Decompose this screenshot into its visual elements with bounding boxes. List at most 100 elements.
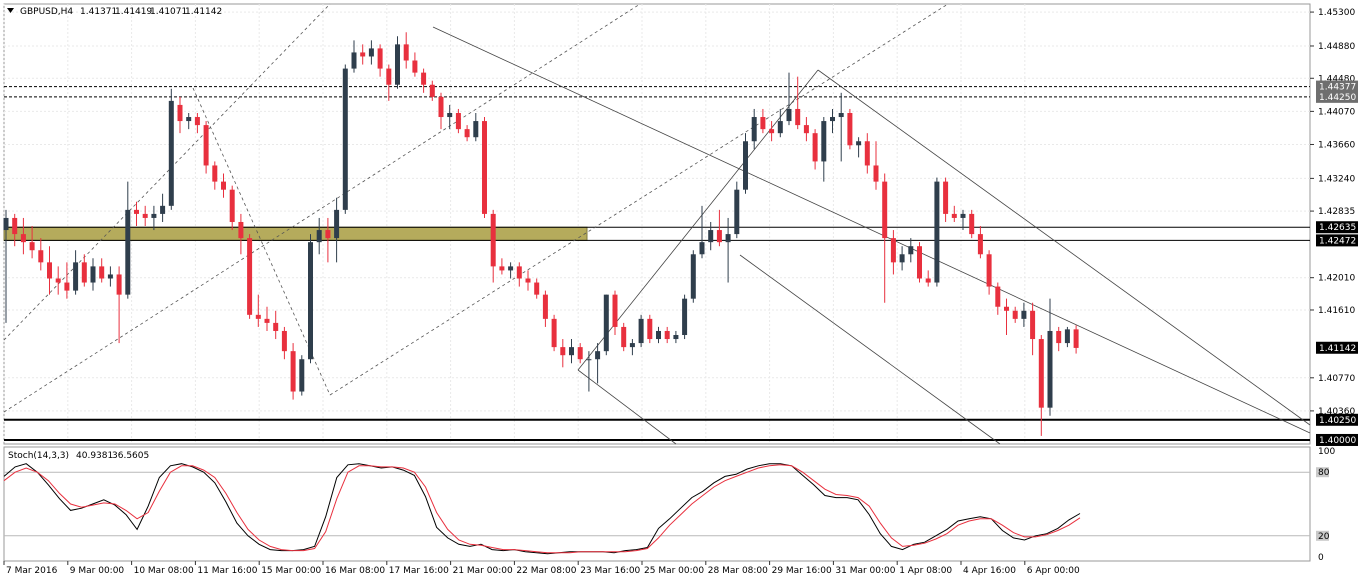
time-tick-label: 4 Apr 16:00: [963, 566, 1016, 576]
candle-body: [595, 351, 601, 360]
candle: [638, 314, 644, 348]
candle: [1056, 326, 1062, 352]
candle: [1047, 298, 1053, 416]
candle: [264, 306, 270, 331]
price-tag-bg: [1316, 234, 1358, 247]
candle: [255, 294, 261, 327]
price-tag: 1.42472: [1316, 234, 1358, 247]
candle: [186, 112, 192, 130]
candle-body: [838, 112, 844, 118]
candle-body: [273, 322, 279, 331]
candle-body: [20, 234, 26, 243]
candle: [882, 173, 888, 303]
time-axis: 7 Mar 2016 9 Mar 00:00 10 Mar 08:00 11 Mar …: [3, 561, 1080, 576]
candle: [151, 205, 157, 231]
price-tick-label: 1.40770: [1318, 374, 1355, 384]
time-tick-label: 17 Mar 16:00: [389, 566, 449, 576]
candle-body: [368, 48, 374, 57]
candle-body: [960, 213, 966, 218]
candle: [812, 129, 818, 170]
candle-body: [421, 72, 427, 85]
candle-body: [777, 121, 783, 134]
candle: [342, 64, 348, 214]
candle: [769, 121, 775, 142]
candle-body: [1012, 310, 1018, 319]
stoch-plot-frame: [3, 446, 1311, 562]
main-panel[interactable]: 1.45300 1.44880 1.44480 1.44070 1.43660 1.432…: [3, 3, 1358, 446]
candle: [229, 185, 235, 231]
candle: [1064, 326, 1070, 348]
time-tick-label: 23 Mar 16:00: [580, 566, 640, 576]
collapse-triangle-icon[interactable]: [7, 8, 14, 13]
candle: [447, 104, 453, 130]
candle-body: [73, 262, 79, 291]
price-tag: 1.40000: [1316, 433, 1358, 446]
candle-body: [612, 294, 618, 327]
candle-body: [664, 330, 670, 340]
candle-body: [977, 234, 983, 255]
candle-body: [821, 121, 827, 162]
candle: [777, 108, 783, 138]
candle-body: [795, 108, 801, 126]
price-tick-label: 1.42835: [1318, 207, 1355, 217]
candle-body: [682, 298, 688, 336]
candle-body: [377, 48, 383, 69]
candle-body: [464, 129, 470, 138]
candle: [281, 326, 287, 360]
candle-body: [203, 125, 209, 166]
candle-body: [508, 266, 514, 271]
price-tag-label: 1.42635: [1319, 223, 1356, 233]
stoch-label: Stoch(14,3,3): [8, 451, 69, 461]
stoch-level-tag: [1316, 530, 1329, 541]
candle-body: [577, 347, 583, 360]
candle: [1030, 302, 1036, 356]
stoch-axis-label: 20: [1318, 532, 1330, 542]
candle: [1038, 335, 1044, 436]
candle-body: [847, 112, 853, 146]
candle: [760, 108, 766, 134]
candle: [960, 209, 966, 231]
candle: [90, 258, 96, 291]
candle: [273, 310, 279, 340]
candle: [499, 258, 505, 275]
candle: [73, 250, 79, 295]
candle: [1004, 298, 1009, 336]
candle: [821, 117, 827, 182]
main-plot-frame: [3, 3, 1311, 445]
candle-body: [569, 347, 574, 356]
candle-body: [890, 238, 896, 263]
price-tag-label: 1.44377: [1319, 83, 1356, 93]
candle: [603, 294, 609, 356]
candle: [856, 137, 862, 158]
candle-body: [1021, 310, 1027, 319]
candle-body: [586, 359, 592, 361]
time-tick-label: 6 Apr 00:00: [1027, 566, 1080, 576]
candle: [612, 290, 618, 336]
candle-body: [308, 242, 313, 360]
candle: [99, 258, 105, 283]
candle-body: [560, 347, 566, 356]
candle: [64, 262, 70, 299]
candle: [412, 52, 418, 77]
candle-body: [917, 246, 922, 279]
candle: [134, 201, 139, 227]
candle: [194, 112, 200, 134]
chart-header-symbol: GBPUSD,H4: [20, 7, 73, 17]
candle: [360, 44, 366, 65]
candle: [595, 343, 601, 384]
candle-body: [734, 189, 740, 235]
candle: [734, 181, 740, 239]
candle: [421, 68, 427, 93]
candle: [795, 76, 801, 130]
candle: [629, 339, 635, 356]
stoch-panel[interactable]: 100 80 20 0 Stoch(14,3,3) 40.9381 36.5605: [3, 446, 1335, 563]
stoch-axis: 100 80 20 0: [1316, 447, 1335, 563]
candle: [690, 250, 696, 303]
candle: [995, 282, 1001, 315]
candle: [969, 209, 975, 239]
candle: [47, 246, 52, 295]
stoch-main-value: 40.9381: [76, 451, 113, 461]
time-tick-label: 28 Mar 08:00: [708, 566, 768, 576]
candle: [673, 330, 679, 344]
